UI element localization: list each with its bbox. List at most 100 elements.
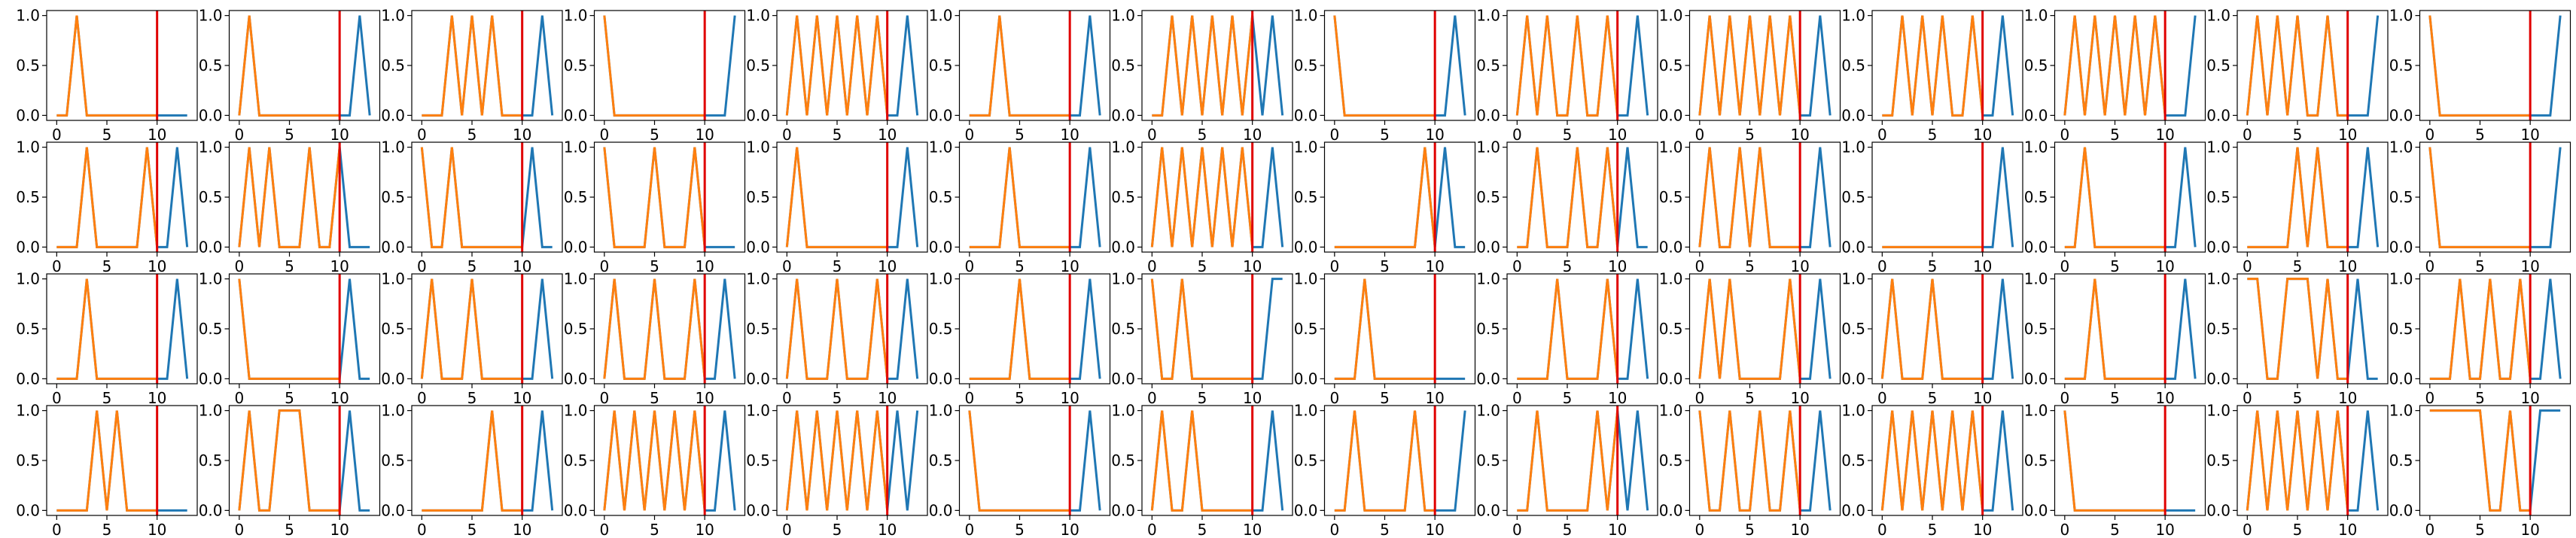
y-tick-label: 0.0 [2206,106,2230,124]
y-tick-label: 0.5 [199,451,223,470]
x-tick-label: 0 [234,126,244,144]
subplot: 0.0 0.5 1.0 0 5 10 [199,138,381,275]
subplot-background [2054,406,2206,515]
y-tick-label: 0.0 [1476,106,1500,124]
x-tick-label: 5 [1563,389,1573,407]
y-tick-label: 0.5 [1476,188,1500,206]
subplot: 0.0 0.5 1.0 0 5 10 [381,270,563,407]
x-tick-label: 0 [417,126,427,144]
x-tick-label: 0 [599,257,609,275]
subplot: 0.0 0.5 1.0 0 5 10 [2389,270,2571,407]
y-tick-label: 1.0 [746,7,770,25]
subplot-frame [2419,141,2571,253]
subplot-frame [776,10,928,121]
subplot-background [959,274,1110,384]
y-tick-label: 0.0 [2389,369,2413,388]
y-tick-label: 0.0 [16,106,40,124]
y-tick-label: 1.0 [1294,7,1318,25]
x-tick-label: 5 [1745,389,1755,407]
x-tick-label: 5 [1015,257,1025,275]
y-tick-label: 0.0 [1111,238,1135,256]
x-tick-label: 5 [2293,389,2303,407]
x-tick-label: 5 [833,257,842,275]
subplot-frame [958,405,1111,516]
x-tick-label: 5 [2293,126,2303,144]
subplot-frame [1323,141,1476,253]
y-tick-label: 1.0 [1111,270,1135,288]
subplot-background [412,142,562,252]
y-tick-label: 0.5 [1476,320,1500,338]
subplot: 0.0 0.5 1.0 0 5 10 [1841,138,2023,275]
y-tick-label: 0.0 [1294,106,1318,124]
subplot: 0.0 0.5 1.0 0 5 10 [1841,7,2023,144]
y-tick-label: 1.0 [1841,402,1865,420]
x-tick-label: 10 [878,126,897,144]
x-tick-label: 5 [2475,521,2485,538]
y-tick-label: 1.0 [1294,270,1318,288]
y-tick-label: 0.5 [929,451,953,470]
y-tick-label: 0.0 [1111,369,1135,388]
x-tick-label: 10 [513,126,531,144]
subplot-frame [411,405,563,516]
y-tick-label: 0.0 [381,238,405,256]
x-tick-label: 5 [1198,389,1207,407]
y-tick-label: 1.0 [2206,402,2230,420]
y-tick-label: 0.5 [2389,320,2413,338]
y-tick-label: 1.0 [746,402,770,420]
orange-series-line [1150,410,1253,512]
subplot-frame [1688,10,1841,121]
y-tick-label: 0.5 [1111,320,1135,338]
subplot-frame [1688,273,1841,385]
y-tick-label: 0.0 [1841,369,1865,388]
subplot: 0.0 0.5 1.0 0 5 10 [746,7,928,144]
x-tick-label: 10 [2338,389,2357,407]
y-tick-label: 1.0 [381,138,405,157]
y-tick-label: 0.0 [746,501,770,519]
subplot-background [1324,274,1475,384]
x-tick-label: 5 [2475,257,2485,275]
y-tick-label: 0.0 [2206,238,2230,256]
subplot-frame [2054,141,2206,253]
y-tick-label: 0.5 [2024,188,2048,206]
subplot-frame [1141,405,1293,516]
y-tick-label: 0.0 [1841,106,1865,124]
x-tick-label: 0 [782,389,792,407]
orange-series-line [1698,15,1801,116]
subplot: 0.0 0.5 1.0 0 5 10 [1111,402,1293,538]
y-tick-label: 0.5 [746,188,770,206]
x-tick-label: 0 [1512,389,1522,407]
x-tick-label: 5 [102,126,112,144]
orange-series-line [1882,15,1984,117]
x-tick-label: 10 [513,389,531,407]
y-tick-label: 0.0 [16,369,40,388]
subplot: 0.0 0.5 1.0 0 5 10 [1476,7,1658,144]
x-tick-label: 10 [148,389,166,407]
y-tick-label: 0.5 [2206,188,2230,206]
subplot-frame [593,273,746,385]
x-tick-label: 0 [782,126,792,144]
subplot-frame [2236,405,2389,516]
x-tick-label: 0 [599,126,609,144]
subplot-frame [2054,273,2206,385]
y-tick-label: 1.0 [1659,402,1683,420]
orange-series-line [2428,147,2531,248]
x-tick-label: 5 [1380,257,1390,275]
subplot: 0.0 0.5 1.0 0 5 10 [1476,270,1658,407]
subplot-background [2419,406,2571,515]
x-tick-label: 0 [234,389,244,407]
x-tick-label: 5 [285,257,294,275]
subplot: 0.0 0.5 1.0 0 5 10 [1294,270,1476,407]
subplot: 0.0 0.5 1.0 0 5 10 [564,138,746,275]
orange-series-line [1517,147,1619,248]
subplot: 0.0 0.5 1.0 0 5 10 [381,402,563,538]
x-tick-label: 10 [1243,126,1262,144]
y-tick-label: 1.0 [929,7,953,25]
subplot: 0.0 0.5 1.0 0 5 10 [16,138,198,275]
y-tick-label: 0.0 [199,369,223,388]
y-tick-label: 0.5 [564,56,588,74]
orange-series-line [2063,410,2166,512]
orange-series-line [1698,278,1801,380]
x-tick-label: 5 [1198,257,1207,275]
x-tick-label: 10 [1790,126,1809,144]
y-tick-label: 0.5 [1841,451,1865,470]
